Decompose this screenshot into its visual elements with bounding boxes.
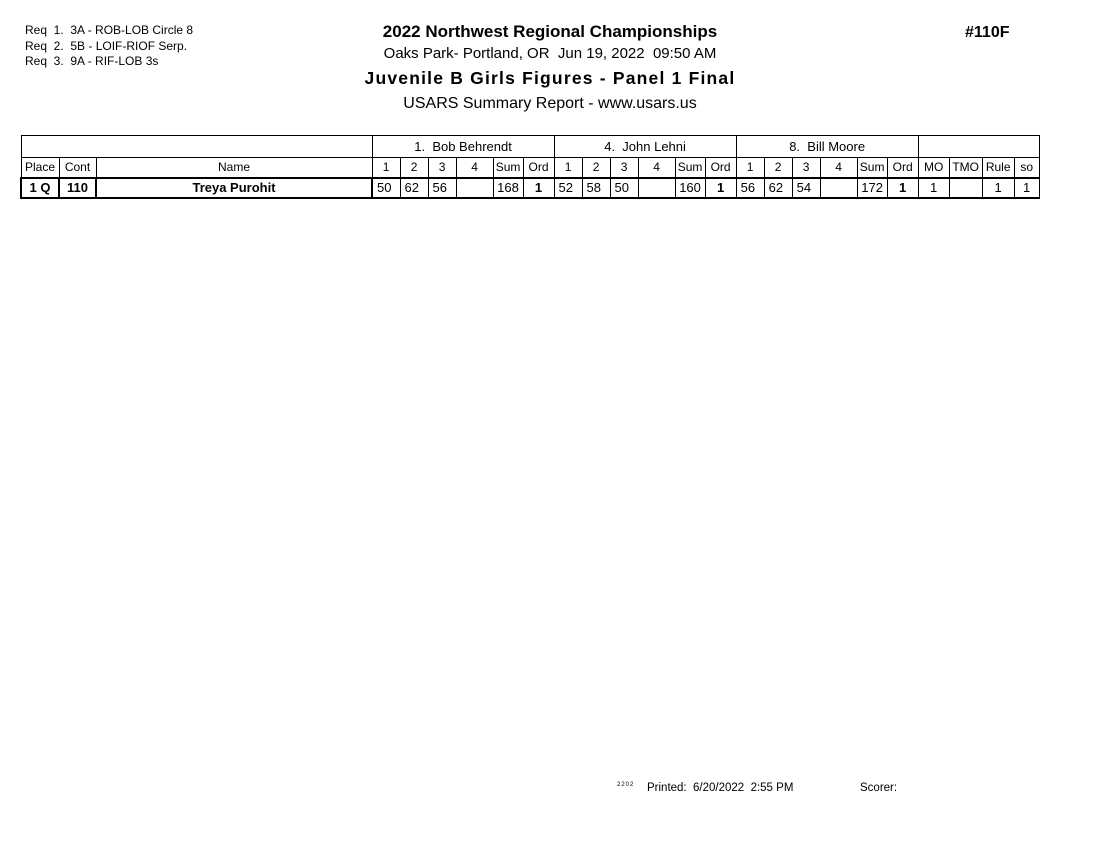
judge-header-cell-1: 1. Bob Behrendt <box>371 135 555 158</box>
scorer-label: Scorer: <box>860 782 898 794</box>
header-cell-ord: Ord <box>886 157 919 178</box>
judge3-sum-cell: 172 <box>856 176 888 199</box>
tmo-cell <box>948 176 983 199</box>
event-number: #110F <box>965 24 1010 41</box>
event-title: Juvenile B Girls Figures - Panel 1 Final <box>364 68 736 88</box>
header-cell-sum: Sum <box>856 157 888 178</box>
header-cell-score2: 2 <box>581 157 611 178</box>
requirements-block: Req 1. 3A - ROB-LOB Circle 8 Req 2. 5B -… <box>25 23 193 70</box>
header-cell-score4: 4 <box>819 157 858 178</box>
championship-title: 2022 Northwest Regional Championships <box>382 22 718 41</box>
header-cell-ord: Ord <box>704 157 737 178</box>
judge1-score3-cell: 56 <box>427 176 457 199</box>
header-cell-so: so <box>1013 157 1040 178</box>
header-cell-score3: 3 <box>791 157 821 178</box>
judge2-score1-cell: 52 <box>553 176 583 199</box>
place-cell: 1 Q <box>20 176 60 199</box>
results-table: 1. Bob Behrendt 4. John Lehni 8. Bill Mo… <box>20 135 1040 199</box>
header-cell-ord: Ord <box>522 157 555 178</box>
header-cell-score2: 2 <box>763 157 793 178</box>
requirement-line-1: Req 1. 3A - ROB-LOB Circle 8 <box>25 23 194 37</box>
contestant-number-cell: 110 <box>58 176 97 199</box>
judge3-score4-cell <box>819 176 858 199</box>
judge-row-spacer-right <box>917 135 1040 158</box>
judge1-score4-cell <box>455 176 494 199</box>
judge3-score3-cell: 54 <box>791 176 821 199</box>
requirement-line-2: Req 2. 5B - LOIF-RIOF Serp. <box>25 38 188 53</box>
judge-header-cell-3: 8. Bill Moore <box>735 135 919 158</box>
judge3-score1-cell: 56 <box>735 176 765 199</box>
judge2-score4-cell <box>637 176 676 199</box>
venue-date-line: Oaks Park- Portland, OR Jun 19, 2022 09:… <box>383 45 717 62</box>
header-cell-score3: 3 <box>609 157 639 178</box>
header-cell-name: Name <box>95 157 373 178</box>
report-type-line: USARS Summary Report - www.usars.us <box>403 95 697 112</box>
requirement-line-3: Req 3. 9A - RIF-LOB 3s <box>25 54 159 68</box>
judge-header-cell-2: 4. John Lehni <box>553 135 737 158</box>
judge1-ordinal-cell: 1 <box>522 176 555 199</box>
skater-name-cell: Treya Purohit <box>94 176 374 199</box>
title-block: 2022 Northwest Regional Championships Oa… <box>0 22 1100 113</box>
printed-timestamp: Printed: 6/20/2022 2:55 PM <box>647 782 794 794</box>
header-cell-mo: MO <box>917 157 950 178</box>
judge1-score1-cell: 50 <box>371 176 401 199</box>
results-table-container: 1. Bob Behrendt 4. John Lehni 8. Bill Mo… <box>20 135 1040 199</box>
header-cell-sum: Sum <box>492 157 524 178</box>
header-cell-tmo: TMO <box>948 157 983 178</box>
mo-cell: 1 <box>917 176 950 199</box>
so-cell: 1 <box>1013 176 1040 199</box>
judge3-score2-cell: 62 <box>763 176 793 199</box>
judge2-sum-cell: 160 <box>674 176 706 199</box>
header-cell-score4: 4 <box>455 157 494 178</box>
header-cell-place: Place <box>20 157 60 178</box>
judge-header-row: 1. Bob Behrendt 4. John Lehni 8. Bill Mo… <box>20 135 1040 158</box>
header-cell-score4: 4 <box>637 157 676 178</box>
header-cell-score2: 2 <box>399 157 429 178</box>
judge3-ordinal-cell: 1 <box>886 176 919 199</box>
judge2-score2-cell: 58 <box>581 176 611 199</box>
judge-row-spacer-left <box>20 135 373 158</box>
header-cell-score3: 3 <box>427 157 457 178</box>
version-mark: 2202 <box>617 782 635 788</box>
rule-cell: 1 <box>981 176 1015 199</box>
column-header-row: Place Cont Name 1 2 3 4 Sum Ord 1 2 3 4 … <box>20 157 1040 178</box>
judge2-ordinal-cell: 1 <box>704 176 737 199</box>
header-cell-cont: Cont <box>58 157 97 178</box>
header-cell-rule: Rule <box>981 157 1015 178</box>
judge2-score3-cell: 50 <box>609 176 639 199</box>
judge1-sum-cell: 168 <box>492 176 524 199</box>
result-row: 1 Q 110 Treya Purohit 50 62 56 168 1 52 … <box>20 176 1040 199</box>
header-cell-score1: 1 <box>553 157 583 178</box>
header-cell-score1: 1 <box>371 157 401 178</box>
judge1-score2-cell: 62 <box>399 176 429 199</box>
header-cell-score1: 1 <box>735 157 765 178</box>
header-cell-sum: Sum <box>674 157 706 178</box>
